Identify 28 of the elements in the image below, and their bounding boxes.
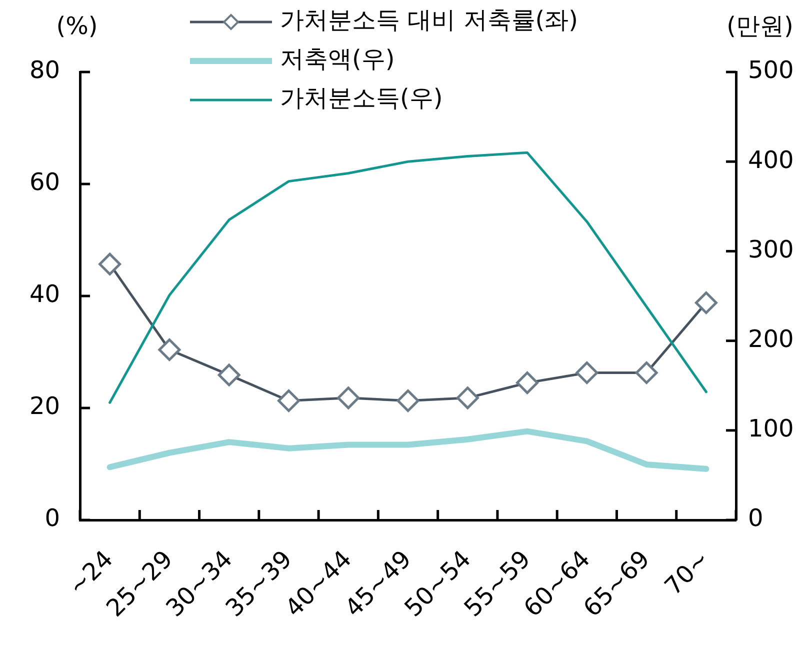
point xyxy=(635,361,658,384)
point xyxy=(98,252,122,276)
y-axis-title: (%) xyxy=(56,12,98,40)
x-tick-label: 70~ xyxy=(659,545,715,601)
y-tick-label: 60 xyxy=(29,168,60,196)
y2-tick-label: 300 xyxy=(748,235,794,264)
y2-tick-label: 200 xyxy=(748,325,794,354)
point xyxy=(158,338,181,362)
point xyxy=(218,364,240,386)
legend-label: 가처분소득(우) xyxy=(280,84,443,112)
point xyxy=(277,389,300,412)
y-tick-label: 0 xyxy=(44,504,60,532)
point xyxy=(456,386,479,410)
point xyxy=(576,361,598,384)
y2-tick-label: 400 xyxy=(748,146,794,174)
point xyxy=(516,372,539,394)
y-tick-label: 20 xyxy=(29,392,60,420)
legend-label: 가처분소득 대비 저축률(좌) xyxy=(280,6,578,34)
legend-label: 저축액(우) xyxy=(280,45,395,74)
point xyxy=(396,389,420,412)
y-tick-label: 40 xyxy=(29,280,60,308)
point xyxy=(694,291,718,314)
y2-tick-label: 0 xyxy=(748,504,764,532)
y2-tick-label: 500 xyxy=(748,56,794,84)
point xyxy=(337,386,360,410)
y-tick-label: 80 xyxy=(29,56,60,84)
y2-tick-label: 100 xyxy=(748,414,794,443)
y2-axis-title: (만원) xyxy=(726,12,794,40)
